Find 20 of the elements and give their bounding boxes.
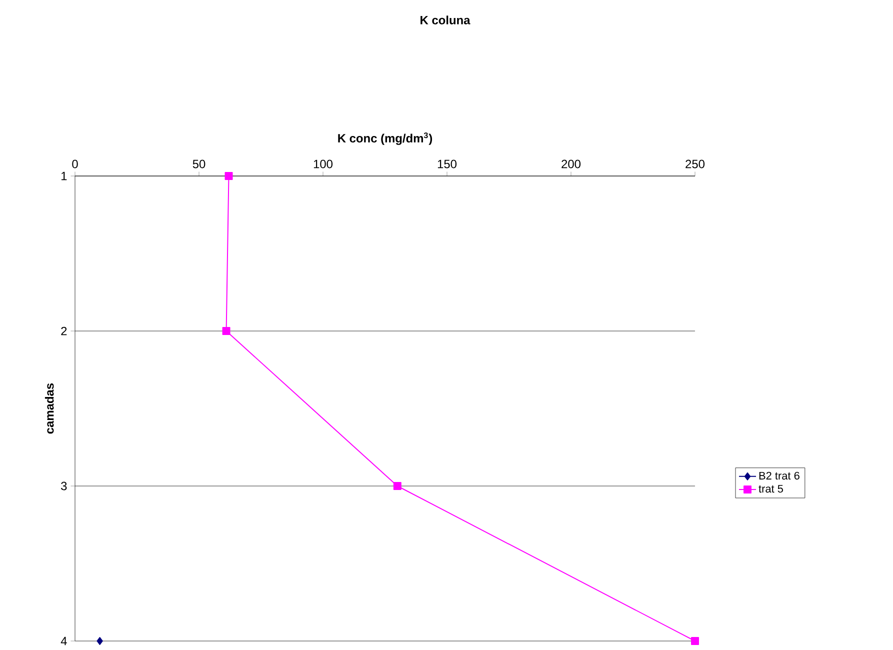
x-tick-label: 50 [192, 160, 206, 168]
chart-title: K coluna [420, 16, 470, 24]
y-tick-label: 4 [60, 636, 67, 646]
x-tick-label: 200 [562, 160, 581, 168]
point [393, 482, 402, 490]
x-axis-title: K conc (mg/dm$^{3}$) [338, 132, 432, 145]
point [222, 327, 230, 335]
x-tick-label: 150 [438, 160, 457, 168]
legend-label: B2 trat 6 [759, 472, 800, 480]
legend-label: trat 5 [758, 484, 783, 493]
point [96, 637, 103, 645]
y-tick-label: 1 [61, 172, 67, 180]
y-tick-label: 3 [61, 482, 67, 490]
x-tick-label: 100 [314, 160, 333, 168]
y-axis-title: camadas [44, 383, 54, 434]
point [691, 637, 699, 645]
y-tick-label: 2 [61, 326, 67, 336]
x-tick-label: 0 [72, 160, 78, 168]
point [224, 172, 233, 180]
x-tick-label: 250 [686, 160, 705, 168]
